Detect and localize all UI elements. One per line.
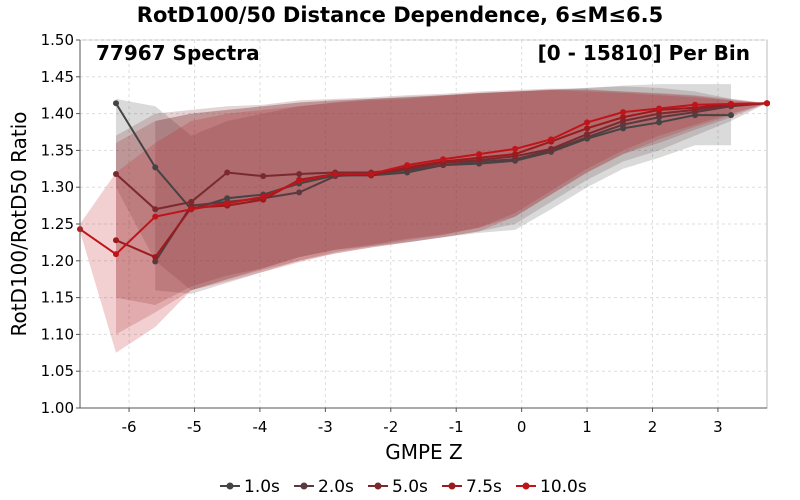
- x-tick-label: -2: [383, 418, 398, 436]
- data-point-100s: [440, 156, 447, 163]
- y-tick-label: 1.50: [41, 31, 74, 49]
- y-tick-label: 1.40: [41, 105, 74, 123]
- data-point-50s: [112, 170, 119, 177]
- band-50s: [115, 88, 767, 305]
- y-tick-label: 1.05: [41, 362, 74, 380]
- data-point-50s: [584, 131, 591, 138]
- data-point-100s: [620, 109, 627, 116]
- y-tick-label: 1.45: [41, 68, 74, 86]
- data-point-20s: [152, 258, 159, 265]
- y-tick-label: 1.15: [41, 289, 74, 307]
- y-tick-label: 1.20: [41, 252, 74, 270]
- data-point-100s: [728, 101, 735, 108]
- data-point-50s: [260, 173, 267, 180]
- data-point-10s: [656, 119, 663, 126]
- spectra-count-annotation: 77967 Spectra: [96, 41, 260, 65]
- x-tick-label: -4: [252, 418, 267, 436]
- data-point-100s: [296, 178, 303, 185]
- data-point-100s: [260, 193, 267, 200]
- data-point-50s: [296, 170, 303, 177]
- y-tick-label: 1.25: [41, 215, 74, 233]
- legend-label-50s: 5.0s: [392, 477, 428, 497]
- legend-label-75s: 7.5s: [466, 477, 502, 497]
- x-ticks: -6 -5 -4 -3 -2 -1 0 1 2 3: [122, 408, 723, 436]
- data-point-100s: [476, 151, 483, 158]
- x-tick-label: 2: [648, 418, 658, 436]
- confidence-bands: [80, 84, 767, 353]
- x-tick-label: -6: [122, 418, 137, 436]
- grid: [80, 39, 767, 409]
- data-point-10s: [152, 164, 159, 171]
- legend-label-20s: 2.0s: [318, 477, 354, 497]
- legend-swatch-marker-10s: [226, 482, 234, 490]
- legend-label-100s: 10.0s: [540, 477, 587, 497]
- series-line-10s: [115, 102, 732, 211]
- data-point-100s: [152, 213, 159, 220]
- data-point-75s: [584, 125, 591, 132]
- x-tick-label: 1: [582, 418, 592, 436]
- x-tick-label: -3: [318, 418, 333, 436]
- x-axis-label: GMPE Z: [385, 440, 463, 464]
- data-point-100s: [548, 136, 555, 143]
- data-point-20s: [296, 189, 303, 196]
- legend-swatch-marker-20s: [300, 482, 308, 490]
- data-point-50s: [548, 145, 555, 152]
- data-point-100s: [584, 119, 591, 126]
- x-tick-label: -1: [449, 418, 464, 436]
- data-point-100s: [692, 101, 699, 108]
- legend-swatch-marker-75s: [448, 482, 456, 490]
- y-axis-label: RotD100/RotD50 Ratio: [7, 111, 31, 336]
- data-point-75s: [620, 114, 627, 121]
- data-point-50s: [224, 169, 231, 176]
- legend-label-10s: 1.0s: [244, 477, 280, 497]
- series-points: [77, 100, 770, 265]
- data-point-100s: [404, 162, 411, 169]
- data-point-75s: [512, 151, 519, 158]
- data-point-100s: [188, 206, 195, 213]
- chart-title: RotD100/50 Distance Dependence, 6≤M≤6.5: [137, 3, 663, 27]
- data-point-100s: [332, 170, 339, 177]
- y-tick-label: 1.35: [41, 141, 74, 159]
- data-point-50s: [188, 198, 195, 205]
- data-point-50s: [152, 206, 159, 213]
- y-tick-label: 1.30: [41, 178, 74, 196]
- x-tick-label: 0: [517, 418, 527, 436]
- data-point-10s: [728, 112, 735, 119]
- data-point-10s: [112, 100, 119, 107]
- legend-swatch-marker-100s: [522, 482, 530, 490]
- band-10s: [115, 84, 732, 291]
- y-ticks: 1.00 1.05 1.10 1.15 1.20 1.25 1.30 1.35 1.40 1.45…: [41, 31, 80, 417]
- band-100s: [80, 90, 767, 353]
- band-20s: [155, 86, 767, 294]
- x-tick-label: 3: [713, 418, 723, 436]
- data-point-100s: [368, 170, 375, 177]
- data-point-100s: [656, 105, 663, 112]
- data-point-75s: [152, 254, 159, 261]
- y-tick-label: 1.10: [41, 325, 74, 343]
- data-point-100s: [764, 100, 770, 107]
- data-point-100s: [112, 251, 119, 258]
- band-75s: [115, 90, 767, 335]
- x-tick-label: -5: [187, 418, 202, 436]
- series-line-100s: [79, 102, 768, 256]
- legend: 1.0s 2.0s 5.0s 7.5s 10.0s: [220, 477, 587, 497]
- data-point-75s: [112, 237, 119, 244]
- data-point-100s: [512, 145, 519, 152]
- bin-range-annotation: [0 - 15810] Per Bin: [538, 41, 750, 65]
- legend-swatch-marker-50s: [374, 482, 382, 490]
- data-point-100s: [224, 200, 231, 207]
- y-tick-label: 1.00: [41, 399, 74, 417]
